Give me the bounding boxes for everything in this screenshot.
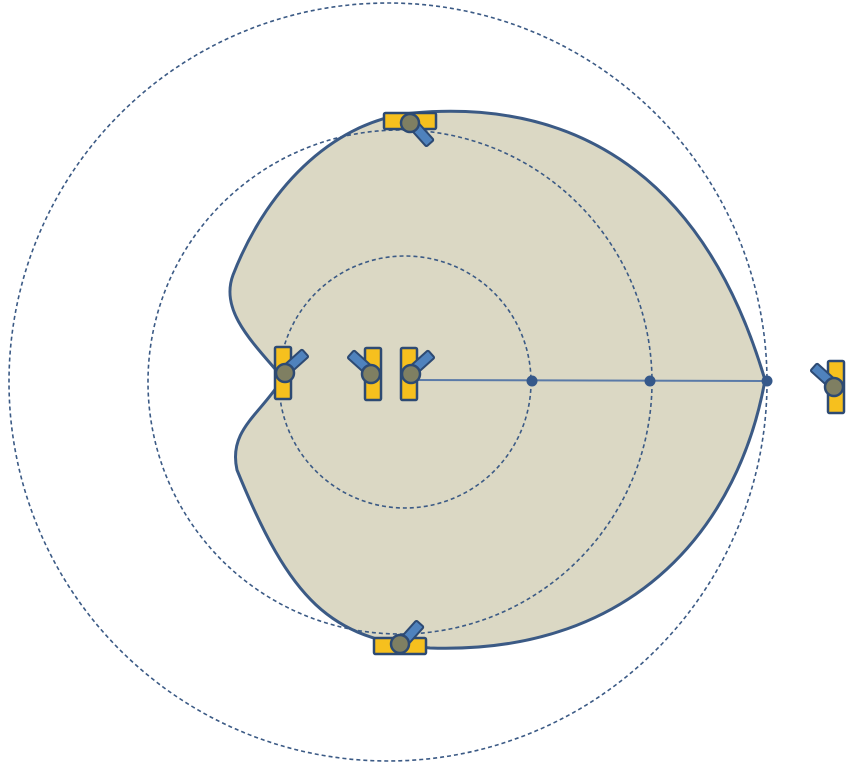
node-middle-orbit <box>644 375 656 387</box>
node-region-edge <box>761 375 773 387</box>
satellite-right-outside-satellite-icon <box>809 359 846 415</box>
axis-line <box>409 379 769 382</box>
node-inner-orbit <box>526 375 538 387</box>
nodes-layer <box>526 375 773 387</box>
